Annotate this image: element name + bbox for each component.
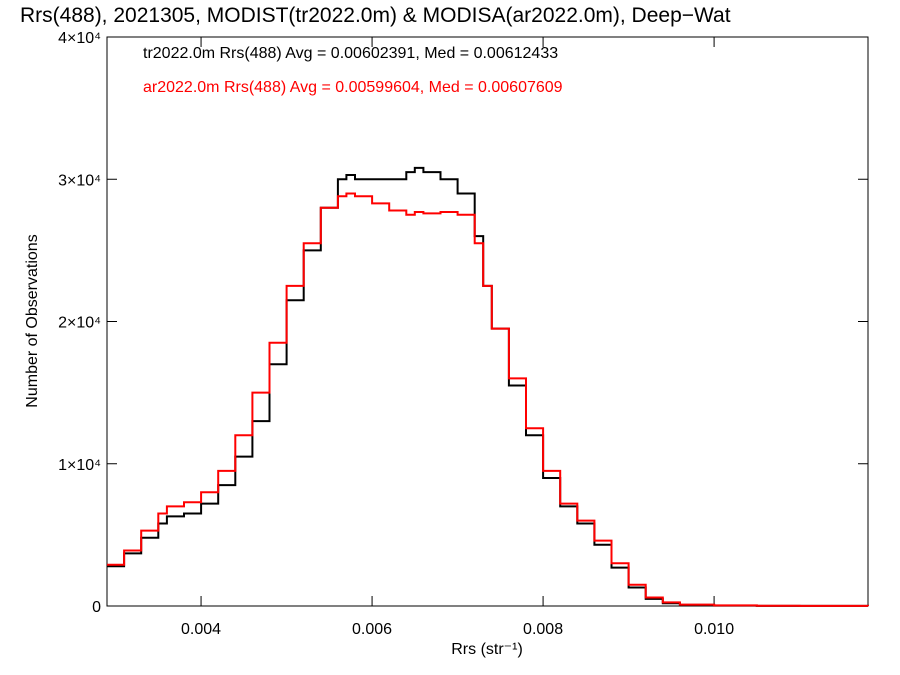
x-tick-label: 0.008 <box>523 621 563 638</box>
y-axis-label: Number of Observations <box>24 234 41 407</box>
x-axis-label: Rrs (str⁻¹) <box>451 641 523 658</box>
series-line-1 <box>107 192 869 607</box>
chart-title: Rrs(488), 2021305, MODIST(tr2022.0m) & M… <box>20 4 731 27</box>
x-tick-label: 0.010 <box>694 621 734 638</box>
y-tick-label: 2×10⁴ <box>58 315 101 332</box>
x-tick-label: 0.004 <box>181 621 221 638</box>
y-tick-label: 1×10⁴ <box>58 457 101 474</box>
x-axis-ticks: 0.004 0.006 0.008 0.010 <box>181 37 734 638</box>
y-axis-ticks: 0 1×10⁴ 2×10⁴ 3×10⁴ 4×10⁴ <box>58 30 868 616</box>
x-tick-label: 0.006 <box>352 621 392 638</box>
y-tick-label: 4×10⁴ <box>58 30 101 47</box>
series-line-0 <box>107 166 869 607</box>
series-layer <box>107 166 869 607</box>
y-tick-label: 3×10⁴ <box>58 172 101 189</box>
annotation-black: tr2022.0m Rrs(488) Avg = 0.00602391, Med… <box>143 45 558 62</box>
annotation-red: ar2022.0m Rrs(488) Avg = 0.00599604, Med… <box>143 79 563 96</box>
plot-frame <box>106 36 869 607</box>
y-tick-label: 0 <box>92 599 101 616</box>
